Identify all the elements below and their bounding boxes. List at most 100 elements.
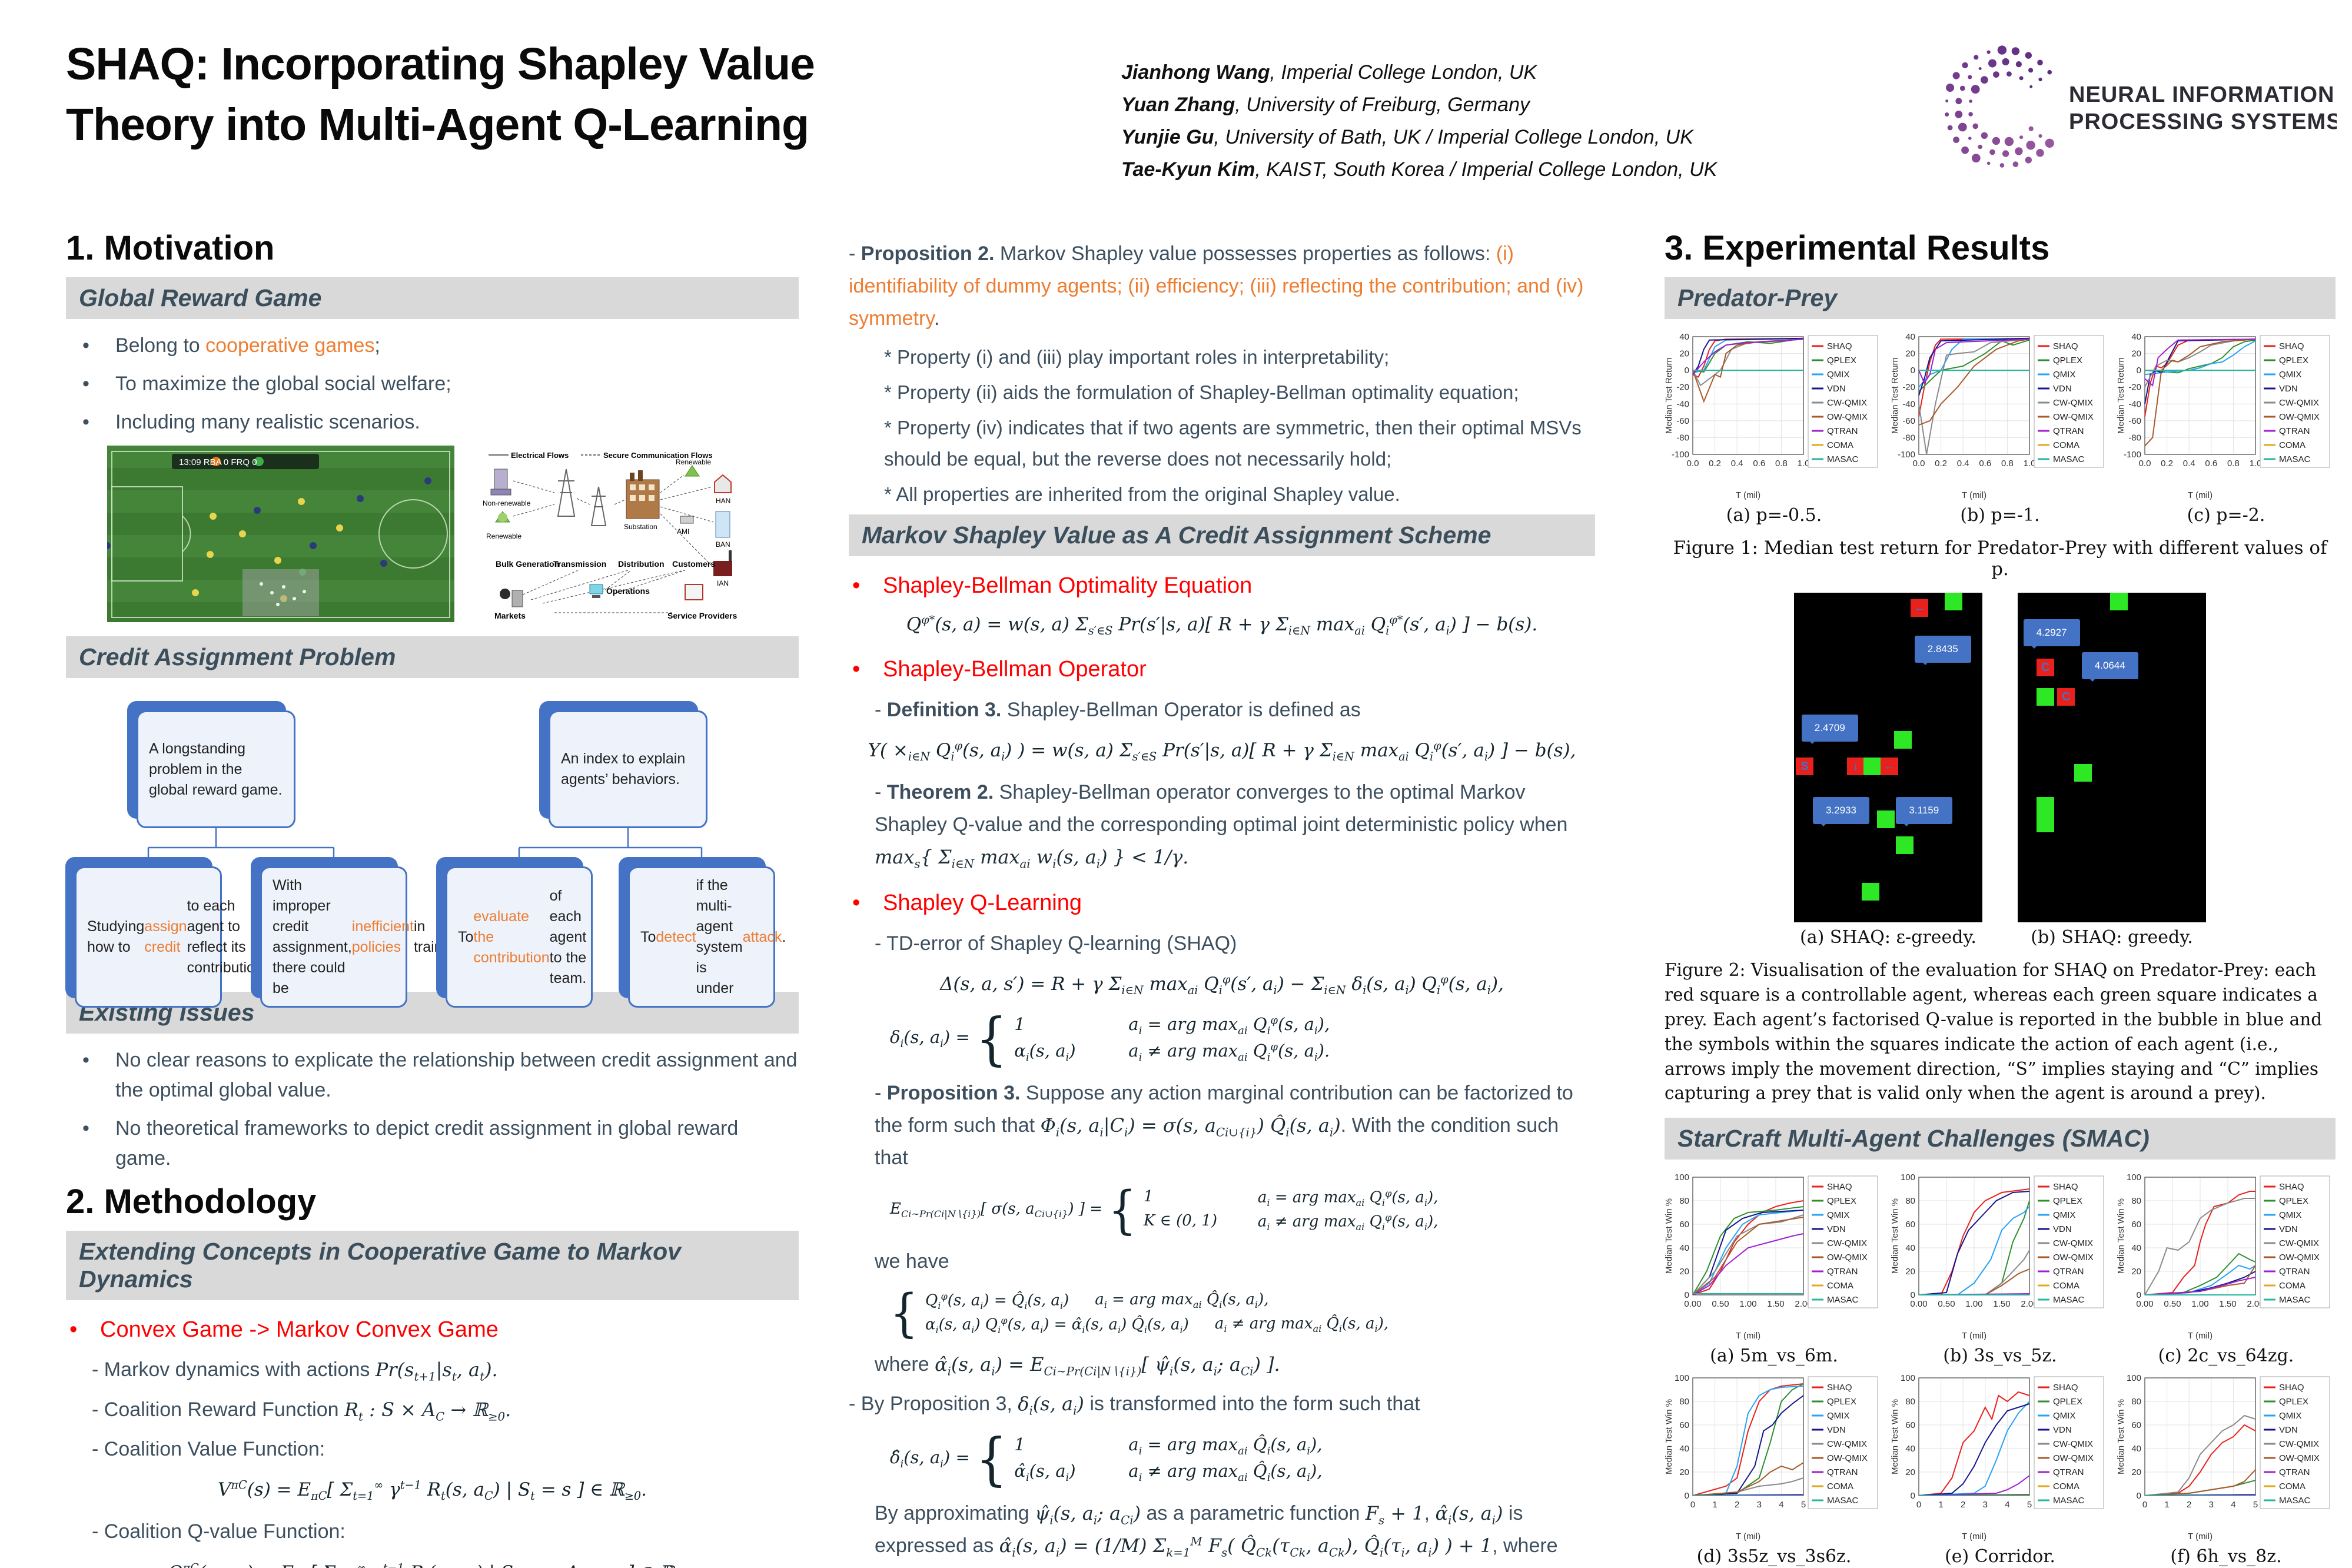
svg-text:VDN: VDN xyxy=(2053,384,2072,394)
flow-child-box: To detect if the multi-agent system is u… xyxy=(619,857,786,1008)
grid-label-service-providers: Service Providers xyxy=(667,611,738,620)
cases-row: 1 ai = arg maxai Q̂i(s, ai), xyxy=(1014,1434,1322,1457)
q-value-bubble: 3.2933 xyxy=(1813,797,1869,827)
subsection-bar: StarCraft Multi-Agent Challenges (SMAC) xyxy=(1665,1118,2336,1160)
svg-text:80: 80 xyxy=(1679,1196,1689,1206)
svg-text:SHAQ: SHAQ xyxy=(2279,1182,2304,1192)
svg-text:0.50: 0.50 xyxy=(1712,1299,1729,1309)
agent-square: C xyxy=(2057,688,2075,706)
svg-text:COMA: COMA xyxy=(2053,1481,2079,1491)
series-VDN xyxy=(1918,1403,2030,1497)
svg-text:3: 3 xyxy=(1983,1500,1988,1510)
svg-text:1.0: 1.0 xyxy=(2250,459,2262,469)
author-line: Yuan Zhang, University of Freiburg, Germ… xyxy=(1121,94,1530,117)
svg-text:T (mil): T (mil) xyxy=(2188,490,2213,500)
grid-label-markets: Markets xyxy=(494,611,526,620)
text-line: - Markov dynamics with actions Pr(st+1|s… xyxy=(92,1358,498,1384)
series-SHAQ xyxy=(2144,1191,2255,1296)
motivation-images: 13:09 RBA 0 FRQ 0 xyxy=(107,446,799,622)
svg-text:OW-QMIX: OW-QMIX xyxy=(1827,1253,1868,1263)
cases-lead: ECi∼Pr(Ci|N∖{i})[ σ(s, aCi∪{i}) ] = xyxy=(890,1200,1102,1220)
bullet-dot: • xyxy=(82,411,89,433)
grid-label-ban: BAN xyxy=(716,540,730,549)
svg-text:QPLEX: QPLEX xyxy=(2279,356,2308,366)
figure2: ← S ↓ ← 2.8435 2.4709 3.2933 3.1159 (a) SHAQ: ε-… xyxy=(1665,593,2336,951)
cases-value: α̂i(s, ai) xyxy=(1014,1460,1076,1484)
subfigure-caption: (b) p=-1. xyxy=(1960,505,2040,526)
svg-text:0.6: 0.6 xyxy=(1753,459,1765,469)
chart-legend: SHAQ QPLEX QMIX VDN CW-QMIX OW-QMIX QTRAN COMA M… xyxy=(1808,1175,1878,1308)
svg-text:QTRAN: QTRAN xyxy=(2053,1267,2084,1277)
grid-label-ian: IAN xyxy=(717,579,729,587)
q-value-bubble: 2.8435 xyxy=(1914,635,1971,665)
cases-equation: δi(s, ai) ={1 ai = arg maxai Qiφ(s, ai), α… xyxy=(890,1006,1595,1072)
svg-text:4: 4 xyxy=(1779,1500,1783,1510)
series-CW-QMIX xyxy=(2144,1415,2256,1497)
svg-text:-100: -100 xyxy=(1898,450,1915,460)
subfigure-caption: (c) 2c_vs_64zg. xyxy=(2158,1346,2294,1367)
svg-text:MASAC: MASAC xyxy=(1827,454,1859,464)
bullet-dot: • xyxy=(852,891,861,916)
svg-text:CW-QMIX: CW-QMIX xyxy=(2053,1238,2093,1248)
series-QPLEX xyxy=(1692,1206,1804,1295)
section-title: 3. Experimental Results xyxy=(1665,229,2050,267)
svg-text:SHAQ: SHAQ xyxy=(2053,1383,2078,1393)
series-QMIX xyxy=(1919,1206,2030,1296)
cases-condition: ai ≠ arg maxai Qiφ(s, ai), xyxy=(1257,1211,1439,1233)
svg-text:3: 3 xyxy=(1757,1500,1762,1510)
svg-text:QTRAN: QTRAN xyxy=(2279,426,2310,436)
svg-text:Median Test Win %: Median Test Win % xyxy=(1665,1399,1674,1474)
svg-text:0.00: 0.00 xyxy=(2136,1299,2153,1309)
subfigure-caption: (d) 3s5z_vs_3s6z. xyxy=(1696,1546,1852,1567)
svg-text:SHAQ: SHAQ xyxy=(1827,1383,1852,1393)
poster-title-line1: SHAQ: Incorporating Shapley Value xyxy=(66,39,815,89)
svg-text:VDN: VDN xyxy=(1827,1425,1846,1435)
svg-text:COMA: COMA xyxy=(1827,1281,1853,1291)
svg-text:100: 100 xyxy=(1675,1373,1689,1383)
svg-text:QMIX: QMIX xyxy=(2053,370,2075,380)
red-heading-text: Shapley-Bellman Operator xyxy=(883,657,1147,682)
subfigure-caption: (f) 6h_vs_8z. xyxy=(2170,1546,2282,1567)
svg-text:SHAQ: SHAQ xyxy=(2053,341,2078,351)
svg-text:OW-QMIX: OW-QMIX xyxy=(2053,412,2094,422)
cases-brace: { xyxy=(975,1005,1008,1072)
svg-text:VDN: VDN xyxy=(1827,384,1846,394)
svg-text:COMA: COMA xyxy=(1827,440,1853,450)
equation: VπC(s) = EπC[ Σt=1∞ γt−1 Rt(s, aC) | St … xyxy=(218,1479,647,1503)
bullet-dot: • xyxy=(82,1049,89,1071)
svg-text:QPLEX: QPLEX xyxy=(2053,1397,2082,1407)
svg-text:T (mil): T (mil) xyxy=(1736,490,1760,500)
svg-text:0: 0 xyxy=(1685,1491,1689,1501)
section-title: 1. Motivation xyxy=(66,229,275,267)
svg-text:COMA: COMA xyxy=(2279,440,2306,450)
flow-box-card: A longstanding problem in the global rew… xyxy=(137,710,295,828)
svg-text:QMIX: QMIX xyxy=(1827,1411,1849,1421)
svg-text:-40: -40 xyxy=(2128,399,2141,409)
svg-text:QMIX: QMIX xyxy=(2279,1210,2301,1220)
text-line: - Theorem 2. Shapley-Bellman operator co… xyxy=(875,780,1568,871)
svg-text:QTRAN: QTRAN xyxy=(1827,1267,1858,1277)
svg-text:-80: -80 xyxy=(2128,433,2141,443)
svg-text:1.00: 1.00 xyxy=(1739,1299,1756,1309)
svg-text:CW-QMIX: CW-QMIX xyxy=(1827,398,1867,408)
prey-square xyxy=(1862,882,1880,901)
neurips-logo: NEURAL INFORMATION PROCESSING SYSTEMS xyxy=(1945,45,2337,168)
bullet-item: • To maximize the global social welfare; xyxy=(82,369,799,399)
red-heading: • Shapley-Bellman Operator xyxy=(852,655,1595,684)
svg-text:40: 40 xyxy=(1905,1444,1915,1454)
svg-text:CW-QMIX: CW-QMIX xyxy=(2279,1238,2319,1248)
series-VDN xyxy=(1918,337,2030,396)
svg-text:QTRAN: QTRAN xyxy=(1827,1467,1858,1477)
series-QTRAN xyxy=(1692,1233,1804,1296)
svg-text:60: 60 xyxy=(2131,1420,2141,1430)
cases-row: α̂i(s, ai) ai ≠ arg maxai Q̂i(s, ai), xyxy=(1014,1461,1322,1484)
cases-lead: δi(s, ai) = xyxy=(890,1027,970,1051)
property-note: * Property (ii) aids the formulation of … xyxy=(884,381,1519,404)
subsection-bar: Extending Concepts in Cooperative Game t… xyxy=(66,1231,799,1300)
chart-cell: 40 20 0 -20 -40 -60 -80 -100 0.0 0.2 0.4 0.6 0.8 1.0 T… xyxy=(2117,331,2336,529)
red-heading: • Shapley-Bellman Optimality Equation xyxy=(852,572,1595,600)
cases-condition: ai = arg maxai Qiφ(s, ai), xyxy=(1128,1014,1330,1037)
svg-text:40: 40 xyxy=(2131,1243,2141,1253)
flow-child-box: Studying how to assign credit to each ag… xyxy=(65,857,267,1008)
